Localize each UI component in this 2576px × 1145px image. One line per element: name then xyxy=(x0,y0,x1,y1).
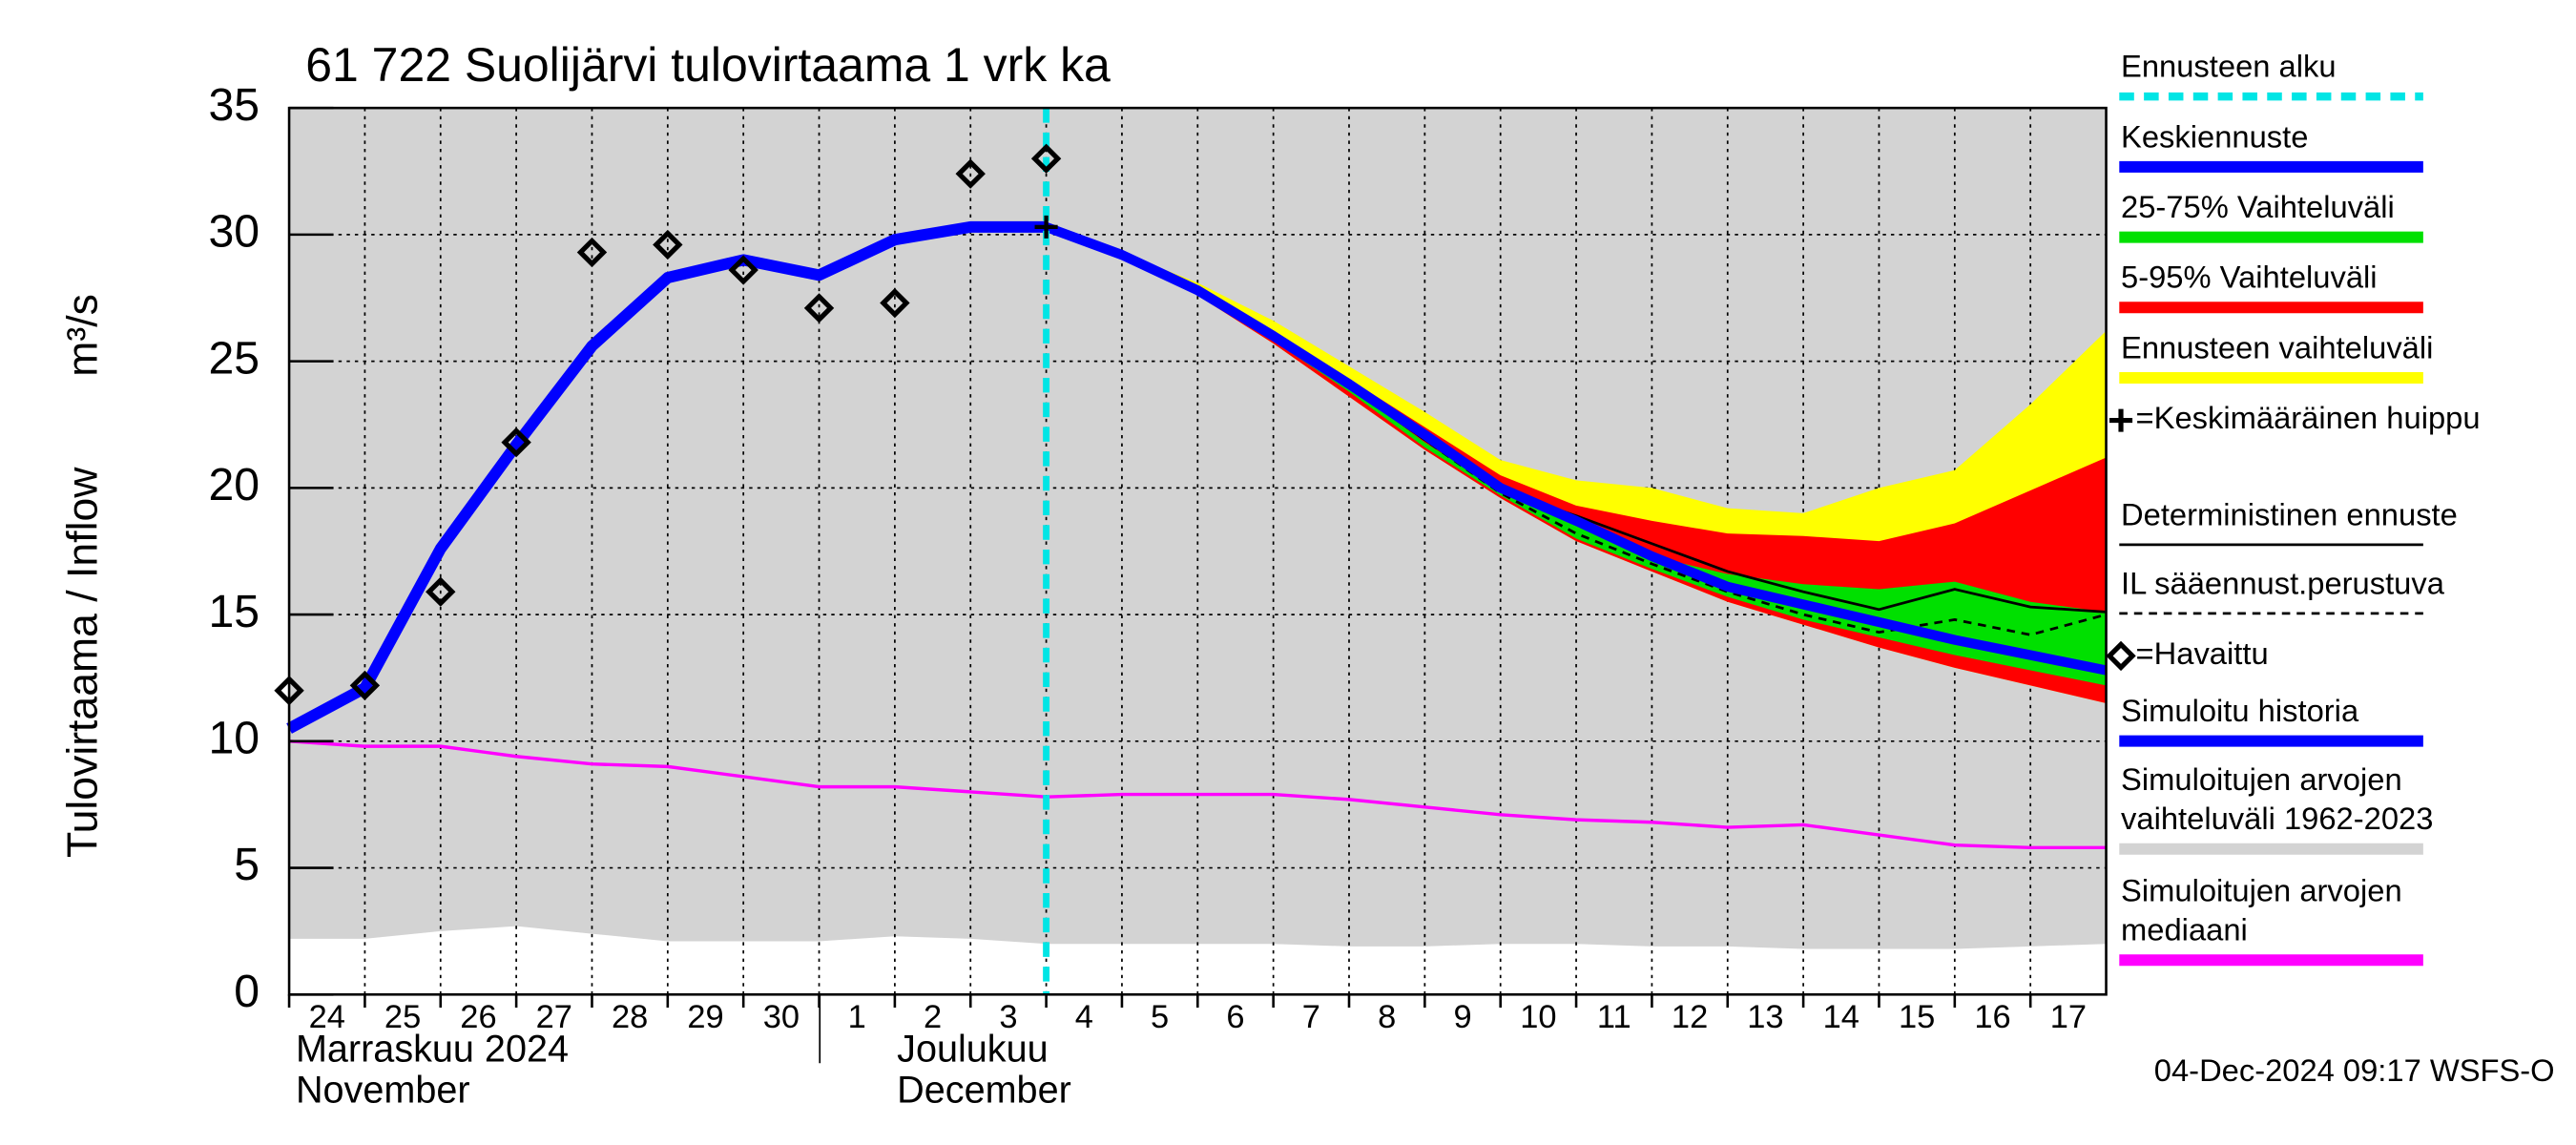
observation-marker xyxy=(803,293,835,323)
x-tick-label: 30 xyxy=(763,999,800,1035)
observation-marker xyxy=(880,287,910,319)
month-label: Marraskuu 2024 xyxy=(296,1029,569,1071)
x-tick-label: 2 xyxy=(924,999,942,1035)
x-tick-label: 27 xyxy=(536,999,572,1035)
y-axis-label: Tulovirtaama / Inflow xyxy=(59,467,106,858)
month-label: December xyxy=(897,1070,1071,1112)
peak-marker xyxy=(1034,215,1058,239)
observation-marker xyxy=(426,576,456,607)
observation-marker xyxy=(576,237,608,268)
series-line xyxy=(286,220,1047,734)
legend-label: Simuloitujen arvojen mediaani xyxy=(2121,875,2402,949)
y-tick-label: 10 xyxy=(208,713,260,764)
observation-marker xyxy=(955,158,986,189)
month-label: Joulukuu xyxy=(897,1029,1048,1071)
series-line xyxy=(288,739,2107,850)
x-tick-label: 5 xyxy=(1151,999,1169,1035)
x-tick-label: 9 xyxy=(1453,999,1471,1035)
range-band xyxy=(1046,226,2107,686)
observation-marker xyxy=(501,427,531,458)
legend-label: IL sääennust.perustuva xyxy=(2121,567,2444,602)
legend-label: Ennusteen alku xyxy=(2121,51,2337,86)
legend-label: Simuloitu historia xyxy=(2121,695,2359,730)
x-tick-label: 10 xyxy=(1520,999,1556,1035)
x-tick-label: 26 xyxy=(460,999,496,1035)
legend-label: 25-75% Vaihteluväli xyxy=(2121,191,2395,226)
legend-label: =Havaittu xyxy=(2135,637,2269,673)
x-tick-label: 3 xyxy=(999,999,1017,1035)
x-tick-label: 4 xyxy=(1075,999,1093,1035)
legend-symbol xyxy=(2109,408,2133,432)
y-tick-label: 25 xyxy=(208,332,260,384)
y-tick-label: 0 xyxy=(234,966,260,1017)
x-tick-label: 6 xyxy=(1226,999,1244,1035)
x-tick-label: 15 xyxy=(1899,999,1935,1035)
x-tick-label: 17 xyxy=(2050,999,2087,1035)
x-tick-label: 8 xyxy=(1378,999,1396,1035)
x-tick-label: 12 xyxy=(1672,999,1708,1035)
observation-marker xyxy=(728,255,758,285)
legend-symbol xyxy=(2106,640,2136,672)
y-axis-unit: m³/s xyxy=(59,294,106,377)
x-tick-label: 29 xyxy=(687,999,723,1035)
x-tick-label: 11 xyxy=(1597,999,1631,1035)
legend-label: Deterministinen ennuste xyxy=(2121,498,2458,533)
chart-title: 61 722 Suolijärvi tulovirtaama 1 vrk ka xyxy=(305,38,1111,92)
month-label: November xyxy=(296,1070,470,1112)
x-tick-label: 14 xyxy=(1823,999,1859,1035)
range-band xyxy=(1046,226,2107,703)
y-tick-label: 20 xyxy=(208,459,260,510)
x-tick-label: 7 xyxy=(1302,999,1320,1035)
x-tick-label: 1 xyxy=(848,999,866,1035)
legend-label: Keskiennuste xyxy=(2121,120,2309,156)
x-tick-label: 24 xyxy=(309,999,345,1035)
x-tick-label: 28 xyxy=(612,999,648,1035)
y-tick-label: 5 xyxy=(234,839,260,890)
y-tick-label: 30 xyxy=(208,206,260,258)
legend-label: =Keskimääräinen huippu xyxy=(2135,402,2481,437)
legend-label: Ennusteen vaihteluväli xyxy=(2121,332,2434,367)
legend-label: Simuloitujen arvojen vaihteluväli 1962-2… xyxy=(2121,763,2434,838)
x-tick-label: 13 xyxy=(1747,999,1783,1035)
observation-marker xyxy=(1030,143,1062,174)
y-tick-label: 35 xyxy=(208,79,260,131)
y-tick-label: 15 xyxy=(208,586,260,637)
footer: 04-Dec-2024 09:17 WSFS-O xyxy=(2154,1052,2555,1088)
observation-marker xyxy=(653,229,683,260)
legend-label: 5-95% Vaihteluväli xyxy=(2121,261,2378,297)
observation-marker xyxy=(349,670,381,701)
x-tick-label: 25 xyxy=(384,999,421,1035)
series-line xyxy=(1044,222,2108,676)
x-tick-label: 16 xyxy=(1974,999,2010,1035)
